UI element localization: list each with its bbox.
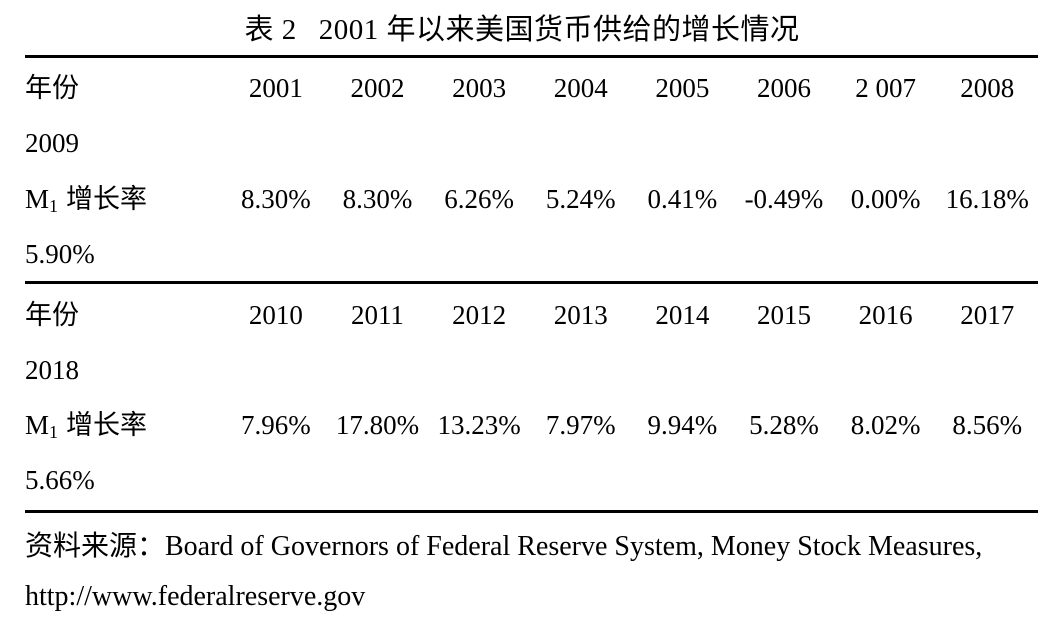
year-cell: 2005 — [655, 73, 710, 103]
middle-rule — [25, 281, 1038, 284]
table-row-m1-overflow: 5.90% — [25, 238, 1038, 270]
m1-value-cell: -0.49% — [744, 184, 824, 214]
year-cell: 2015 — [756, 300, 811, 330]
top-rule — [25, 55, 1038, 58]
m1-value-cell: 6.26% — [444, 184, 514, 214]
year-row-label: 年份 — [25, 300, 79, 330]
year-row-label: 年份 — [25, 73, 79, 103]
m1-value-cell: 5.24% — [545, 184, 616, 214]
m1-symbol: M — [25, 184, 50, 214]
year-cell: 2017 — [960, 300, 1015, 330]
m1-value-cell: 7.97% — [545, 410, 616, 440]
data-source-url: http://www.federalreserve.gov — [25, 581, 366, 612]
m1-value-cell: 8.30% — [240, 184, 311, 214]
year-cell: 2 007 — [855, 73, 916, 103]
table-row-m1-overflow: 5.66% — [25, 464, 1038, 496]
year-cell: 2012 — [452, 300, 507, 330]
growth-rate-label: 增长率 — [66, 184, 148, 214]
table-row-year-overflow: 2018 — [25, 354, 1038, 386]
growth-rate-label: 增长率 — [66, 410, 148, 440]
m1-value-cell: 16.18% — [945, 184, 1029, 214]
table-row-year-overflow: 2009 — [25, 127, 1038, 159]
year-cell: 2011 — [350, 300, 404, 330]
m1-growth-row-label: M1 增长率 — [25, 409, 225, 441]
year-cell: 2008 — [960, 73, 1015, 103]
table-row-m1-growth-2001-2008: M1 增长率 8.30% 8.30% 6.26% 5.24% 0.41% -0.4… — [25, 183, 1038, 215]
m1-value-cell: 9.94% — [647, 410, 718, 440]
m1-overflow-value: 5.90% — [25, 239, 95, 269]
m1-value-cell: 8.56% — [952, 410, 1023, 440]
year-cell: 2002 — [350, 73, 405, 103]
year-overflow-value: 2009 — [25, 128, 79, 158]
table-number: 表 2 — [244, 14, 297, 46]
m1-subscript: 1 — [49, 422, 59, 442]
year-cell: 2013 — [553, 300, 608, 330]
m1-value-cell: 17.80% — [335, 410, 420, 440]
m1-value-cell: 0.00% — [850, 184, 921, 214]
table-row-years-2001-2008: 年份 2001 2002 2003 2004 2005 2006 2 007 2… — [25, 72, 1038, 104]
m1-symbol: M — [25, 410, 50, 440]
year-cell: 2004 — [553, 73, 608, 103]
table-row-years-2010-2017: 年份 2010 2011 2012 2013 2014 2015 2016 20… — [25, 299, 1038, 331]
m1-growth-row-label: M1 增长率 — [25, 183, 225, 215]
table-row-m1-growth-2010-2017: M1 增长率 7.96% 17.80% 13.23% 7.97% 9.94% 5.… — [25, 409, 1038, 441]
m1-value-cell: 13.23% — [437, 410, 521, 440]
m1-subscript: 1 — [49, 196, 59, 216]
year-cell: 2006 — [756, 73, 811, 103]
year-cell: 2014 — [655, 300, 710, 330]
m1-value-cell: 7.96% — [240, 410, 311, 440]
year-cell: 2010 — [248, 300, 303, 330]
year-cell: 2001 — [248, 73, 303, 103]
year-cell: 2003 — [452, 73, 507, 103]
m1-value-cell: 8.30% — [342, 184, 413, 214]
m1-value-cell: 8.02% — [850, 410, 921, 440]
m1-overflow-value: 5.66% — [25, 465, 95, 495]
year-overflow-value: 2018 — [25, 355, 79, 385]
m1-value-cell: 0.41% — [647, 184, 718, 214]
year-cell: 2016 — [858, 300, 913, 330]
m1-value-cell: 5.28% — [749, 410, 819, 440]
data-source-text: 资料来源：Board of Governors of Federal Reser… — [25, 531, 983, 562]
table-title-text: 2001 年以来美国货币供给的增长情况 — [318, 14, 800, 46]
bottom-rule — [25, 510, 1038, 513]
table-title: 表 2 2001 年以来美国货币供给的增长情况 — [0, 6, 1044, 48]
